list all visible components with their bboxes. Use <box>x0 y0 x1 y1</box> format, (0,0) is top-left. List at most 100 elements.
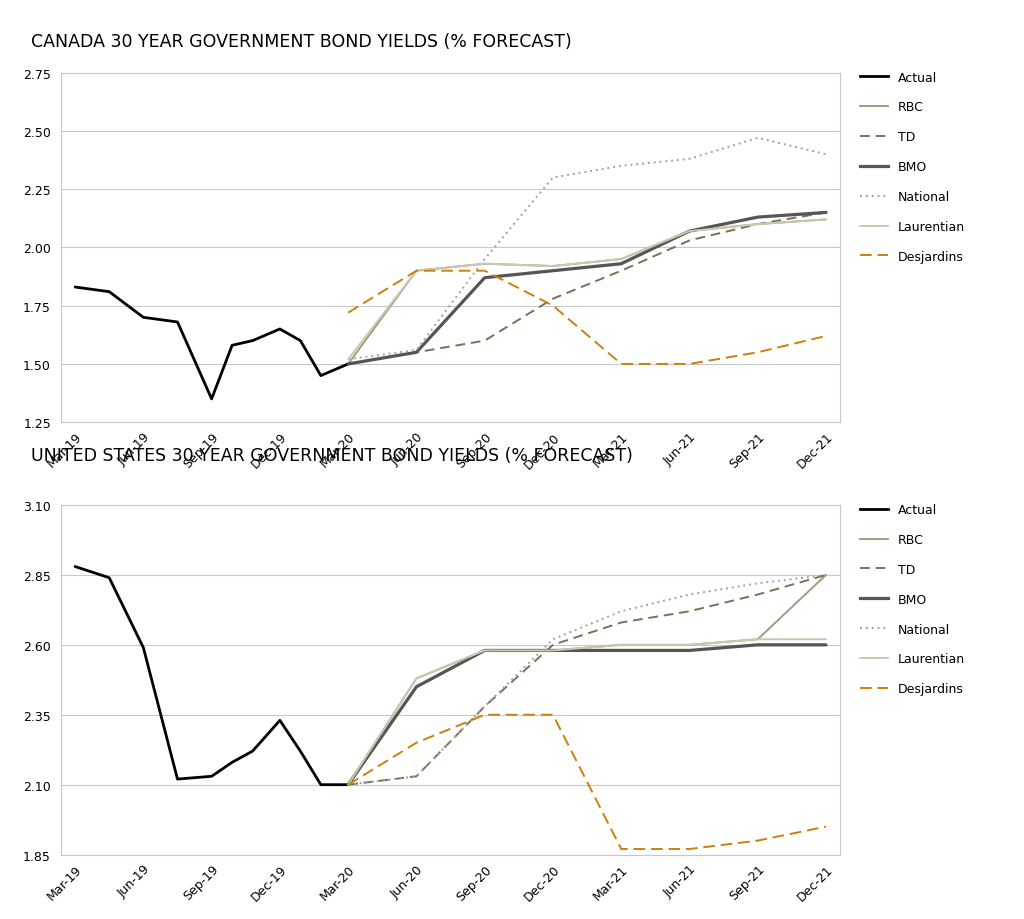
Laurentian <box>342 355 354 366</box>
Laurentian <box>615 255 628 266</box>
Line: Desjardins: Desjardins <box>348 715 826 849</box>
Desjardins <box>615 359 628 370</box>
Actual <box>69 282 81 293</box>
Laurentian <box>411 266 423 277</box>
Actual <box>342 779 354 790</box>
TD <box>547 294 559 305</box>
Actual <box>247 746 259 757</box>
Actual <box>171 774 183 785</box>
BMO <box>615 645 628 656</box>
Line: BMO: BMO <box>348 213 826 365</box>
Actual <box>342 359 354 370</box>
TD <box>411 771 423 782</box>
RBC <box>683 226 695 237</box>
BMO <box>478 645 490 656</box>
RBC <box>820 215 833 226</box>
Line: Laurentian: Laurentian <box>348 640 826 785</box>
RBC <box>342 359 354 370</box>
RBC <box>820 570 833 581</box>
Text: UNITED STATES 30 YEAR GOVERNMENT BOND YIELDS (% FORECAST): UNITED STATES 30 YEAR GOVERNMENT BOND YI… <box>31 446 633 464</box>
RBC <box>547 261 559 272</box>
Line: BMO: BMO <box>348 645 826 785</box>
Desjardins <box>683 844 695 855</box>
Desjardins <box>547 709 559 720</box>
Laurentian <box>615 640 628 651</box>
National <box>478 255 490 266</box>
Laurentian <box>820 634 833 645</box>
Actual <box>137 312 150 323</box>
Laurentian <box>411 673 423 684</box>
Desjardins <box>752 347 764 358</box>
BMO <box>342 779 354 790</box>
Desjardins <box>752 835 764 846</box>
RBC <box>615 640 628 651</box>
RBC <box>411 266 423 277</box>
RBC <box>547 645 559 656</box>
TD <box>820 208 833 219</box>
Laurentian <box>752 634 764 645</box>
Actual <box>273 715 286 726</box>
National <box>683 589 695 600</box>
Line: National: National <box>348 575 826 785</box>
Actual <box>314 779 327 790</box>
RBC <box>615 255 628 266</box>
National <box>547 173 559 184</box>
Actual <box>171 317 183 328</box>
Text: CANADA 30 YEAR GOVERNMENT BOND YIELDS (% FORECAST): CANADA 30 YEAR GOVERNMENT BOND YIELDS (%… <box>31 32 571 51</box>
Desjardins <box>411 266 423 277</box>
Actual <box>206 771 218 782</box>
Laurentian <box>342 779 354 790</box>
TD <box>411 347 423 358</box>
Line: National: National <box>348 139 826 360</box>
National <box>342 355 354 366</box>
TD <box>752 589 764 600</box>
Desjardins <box>683 359 695 370</box>
BMO <box>683 226 695 237</box>
TD <box>615 618 628 629</box>
BMO <box>752 640 764 651</box>
National <box>411 771 423 782</box>
TD <box>683 235 695 246</box>
Actual <box>314 370 327 381</box>
TD <box>342 359 354 370</box>
RBC <box>478 645 490 656</box>
BMO <box>820 208 833 219</box>
Actual <box>294 335 306 346</box>
Actual <box>247 335 259 346</box>
Line: Laurentian: Laurentian <box>348 221 826 360</box>
National <box>752 578 764 589</box>
RBC <box>411 673 423 684</box>
National <box>478 701 490 712</box>
TD <box>478 335 490 346</box>
TD <box>752 220 764 231</box>
Line: TD: TD <box>348 575 826 785</box>
National <box>547 634 559 645</box>
Laurentian <box>820 215 833 226</box>
RBC <box>342 779 354 790</box>
Legend: Actual, RBC, TD, BMO, National, Laurentian, Desjardins: Actual, RBC, TD, BMO, National, Laurenti… <box>855 66 970 268</box>
Actual <box>206 394 218 405</box>
Laurentian <box>752 220 764 231</box>
Actual <box>103 573 116 584</box>
Desjardins <box>615 844 628 855</box>
Laurentian <box>478 645 490 656</box>
Desjardins <box>342 779 354 790</box>
Laurentian <box>547 261 559 272</box>
RBC <box>478 259 490 270</box>
Actual <box>103 287 116 298</box>
BMO <box>547 266 559 277</box>
RBC <box>752 634 764 645</box>
National <box>615 161 628 172</box>
Actual <box>69 562 81 573</box>
National <box>411 345 423 356</box>
Line: RBC: RBC <box>348 221 826 365</box>
Line: RBC: RBC <box>348 575 826 785</box>
Actual <box>294 746 306 757</box>
Desjardins <box>547 301 559 312</box>
TD <box>478 701 490 712</box>
National <box>820 570 833 581</box>
BMO <box>683 645 695 656</box>
BMO <box>411 347 423 358</box>
Actual <box>226 340 239 351</box>
Line: Actual: Actual <box>75 567 348 785</box>
